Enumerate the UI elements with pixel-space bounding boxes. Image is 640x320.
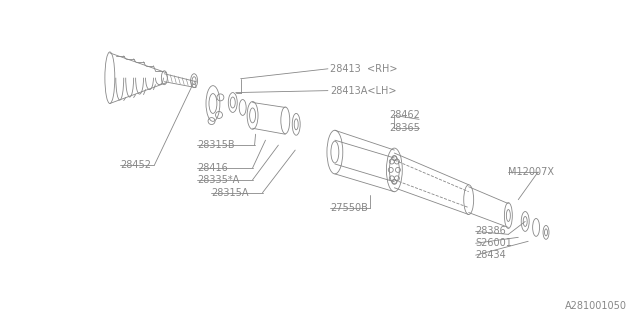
Text: 28315B: 28315B	[197, 140, 235, 150]
Text: 28365: 28365	[389, 123, 420, 133]
Text: 28452: 28452	[120, 160, 151, 170]
Text: 28462: 28462	[389, 110, 420, 120]
Text: S26001: S26001	[476, 238, 513, 248]
Text: 28413  <RH>: 28413 <RH>	[330, 64, 397, 74]
Text: 28434: 28434	[476, 250, 506, 260]
Text: 28416: 28416	[197, 163, 228, 173]
Text: 27550B: 27550B	[330, 203, 368, 212]
Text: 28386: 28386	[476, 226, 506, 236]
Text: 28315A: 28315A	[211, 188, 248, 198]
Text: A281001050: A281001050	[565, 301, 627, 311]
Text: 28413A<LH>: 28413A<LH>	[330, 86, 396, 96]
Text: M12007X: M12007X	[508, 167, 554, 177]
Text: 28335*A: 28335*A	[197, 175, 239, 185]
